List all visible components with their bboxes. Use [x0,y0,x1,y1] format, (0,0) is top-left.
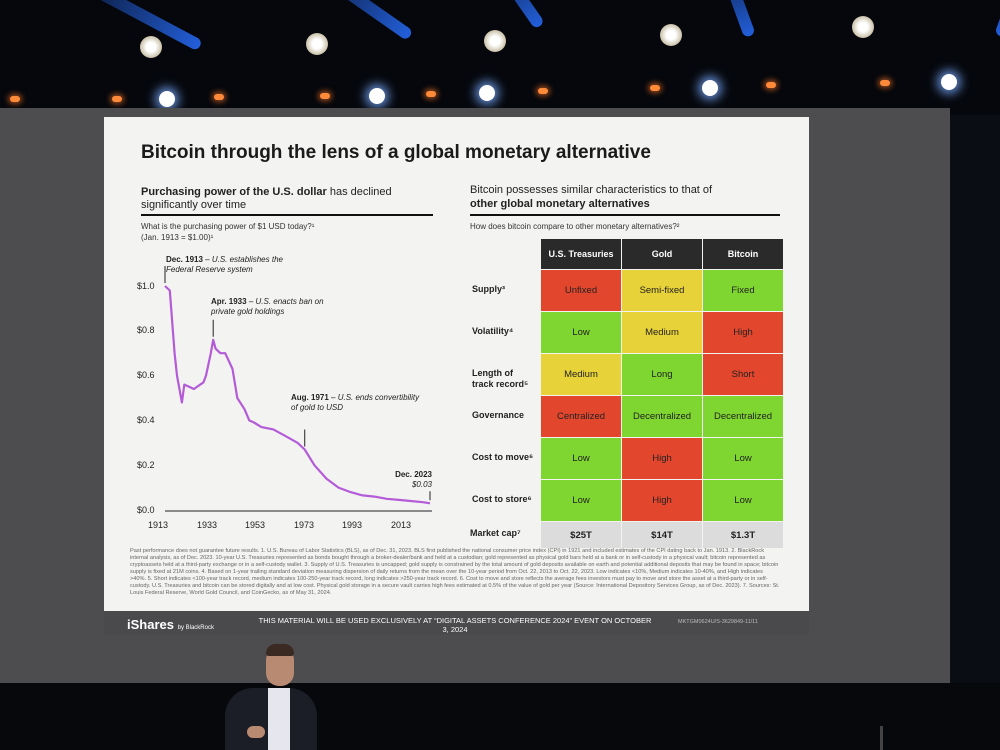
column-header: Gold [622,239,702,269]
row-label: Cost to store⁶ [472,494,532,504]
table-cell: Low [541,438,621,479]
right-rule [470,214,780,216]
brand-sub: by BlackRock [177,625,214,631]
table-cell: Low [541,312,621,353]
annotation-1913-label: Dec. 1913 [166,255,203,264]
slide-title: Bitcoin through the lens of a global mon… [141,142,651,163]
x-tick-label: 1973 [294,520,315,530]
annotation-2023-label: Dec. 2023 [395,470,432,479]
stage-floor [0,683,1000,750]
amber-light [880,80,890,86]
table-cell: High [622,480,702,521]
table-cell: Fixed [703,270,783,311]
blue-light [702,80,718,96]
row-label: Volatility⁴ [472,326,514,336]
market-cap-label: Market cap⁷ [470,528,521,538]
x-tick-label: 1933 [197,520,218,530]
amber-light [10,96,20,102]
ceiling-spotlight [852,16,874,38]
table-cell: Decentralized [622,396,702,437]
speaker-hair [266,644,294,656]
left-heading-rest: has declined significantly over time [141,186,392,211]
left-question: What is the purchasing power of $1 USD t… [141,222,315,231]
microphone-stand [880,726,883,750]
y-tick-label: $1.0 [137,281,155,291]
row-label: Governance [472,410,525,420]
annotation-1933-text: – U.S. enacts ban on private gold holdin… [211,297,324,316]
annotation-2023: Dec. 2023 $0.03 [386,470,432,490]
y-tick-label: $0.8 [137,325,155,335]
annotation-1933: Apr. 1933 – U.S. enacts ban on private g… [211,297,331,317]
blue-light [159,91,175,107]
left-baseline: (Jan. 1913 = $1.00)¹ [141,233,214,242]
amber-light [766,82,776,88]
table-cell: Centralized [541,396,621,437]
blue-light [941,74,957,90]
speaker-shirt [268,688,290,750]
ceiling-spotlight [306,33,328,55]
market-cap-cell: $14T [622,522,702,548]
table-cell: Long [622,354,702,395]
x-tick-label: 2013 [391,520,412,530]
market-cap-cell: $25T [541,522,621,548]
table-cell: Medium [622,312,702,353]
amber-light [320,93,330,99]
table-cell: Unfixed [541,270,621,311]
annotation-1913-text: – U.S. establishes the Federal Reserve s… [166,255,283,274]
table-cell: Semi-fixed [622,270,702,311]
table-cell: Low [541,480,621,521]
blue-light [369,88,385,104]
annotation-1971-text: – U.S. ends convertibility of gold to US… [291,393,420,412]
y-tick-label: $0.0 [137,505,155,515]
row-label: Length of track record⁵ [472,368,529,389]
speaker-hand [247,726,265,738]
column-header: U.S. Treasuries [541,239,621,269]
comparison-table: U.S. Treasuries Gold Bitcoin Unfixed Semi… [541,239,783,548]
ceiling-spotlight [140,36,162,58]
right-heading-bold: other global monetary alternatives [470,198,650,210]
row-label: Supply³ [472,284,505,294]
annotation-2023-text: $0.03 [411,480,432,489]
amber-light [650,85,660,91]
left-heading-bold: Purchasing power of the U.S. dollar [141,186,327,198]
table-cell: High [703,312,783,353]
brand-name: iShares [127,617,174,632]
right-heading-plain: Bitcoin possesses similar characteristic… [470,184,713,196]
slide-footer-bar [104,611,809,635]
table-cell: Short [703,354,783,395]
annotation-1971-label: Aug. 1971 [291,393,329,402]
x-tick-label: 1913 [148,520,169,530]
annotation-1971: Aug. 1971 – U.S. ends convertibility of … [291,393,421,413]
ceiling-spotlight [484,30,506,52]
x-tick-label: 1953 [245,520,266,530]
x-tick-label: 1993 [342,520,363,530]
ishares-logo: iShares by BlackRock [127,617,214,632]
table-cell: Medium [541,354,621,395]
amber-light [426,91,436,97]
table-cell: High [622,438,702,479]
market-cap-cell: $1.3T [703,522,783,548]
annotation-1913: Dec. 1913 – U.S. establishes the Federal… [166,255,296,275]
table-cell: Low [703,480,783,521]
y-tick-label: $0.4 [137,415,155,425]
row-label: Cost to move⁶ [472,452,534,462]
material-note: THIS MATERIAL WILL BE USED EXCLUSIVELY A… [258,616,652,634]
amber-light [538,88,548,94]
right-question: How does bitcoin compare to other moneta… [470,222,680,231]
table-cell: Decentralized [703,396,783,437]
left-rule [141,214,433,216]
footnote: Past performance does not guarantee futu… [130,548,780,596]
document-code: MKTGM0624U/S-3629849-11/11 [678,619,758,625]
left-heading: Purchasing power of the U.S. dollar has … [141,186,441,212]
y-tick-label: $0.6 [137,370,155,380]
ceiling-spotlight [660,24,682,46]
annotation-1933-label: Apr. 1933 [211,297,247,306]
blue-light [479,85,495,101]
table-cell: Low [703,438,783,479]
column-header: Bitcoin [703,239,783,269]
amber-light [112,96,122,102]
y-tick-label: $0.2 [137,460,155,470]
amber-light [214,94,224,100]
